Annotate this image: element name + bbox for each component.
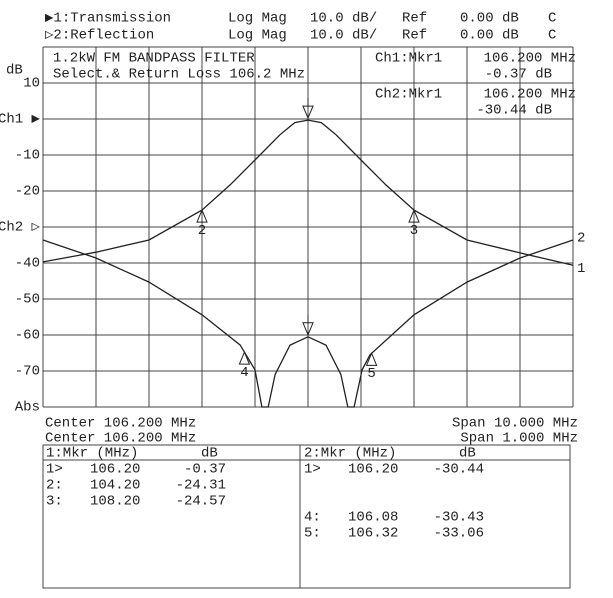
marker-freq: 106.20 xyxy=(90,462,140,478)
active-marker xyxy=(302,98,314,120)
y-tick-label: Ch1 ▶ xyxy=(0,112,41,128)
marker-label: 2 xyxy=(198,223,206,239)
table-header: dB xyxy=(459,446,476,462)
trace xyxy=(42,239,574,408)
channel-ref-value: 0.00 dB xyxy=(460,28,519,44)
marker-id: 3: xyxy=(46,494,63,510)
marker-freq: 106.20 xyxy=(348,462,398,478)
active-marker xyxy=(302,314,314,337)
marker-tables: 1:Mkr (MHz) dB 1> 106.20 -0.37 2: 104.20 -24.31… xyxy=(46,446,484,542)
marker-value: -33.06 xyxy=(434,526,484,542)
grid: 10 Ch1 ▶ -10 -20 Ch2 ▷ -40 -50 -60 -70 Abs xyxy=(0,46,574,416)
channel-format: Log Mag xyxy=(228,28,287,44)
channel-name: ▷2:Reflection xyxy=(45,28,154,44)
table-header: 2:Mkr (MHz) xyxy=(304,446,396,462)
marker-id: 2: xyxy=(46,478,63,494)
y-tick-label: -10 xyxy=(15,148,40,164)
marker-value: -24.57 xyxy=(176,494,226,510)
span: Span 10.000 MHz xyxy=(452,416,578,432)
trace-label: 2 xyxy=(577,231,585,247)
channel-ref: Ref xyxy=(402,11,427,27)
marker-id: 4: xyxy=(304,510,321,526)
channel-name: ▶1:Transmission xyxy=(45,11,171,27)
marker xyxy=(196,208,208,223)
table-header: dB xyxy=(201,446,218,462)
marker-id: 5: xyxy=(304,526,321,542)
center-freq: Center 106.200 MHz xyxy=(45,431,196,447)
marker-value: -30.43 xyxy=(434,510,484,526)
channel-ref-value: 0.00 dB xyxy=(460,11,519,27)
table-header: 1:Mkr (MHz) xyxy=(46,446,138,462)
chart-title: 1.2kW FM BANDPASS FILTER xyxy=(53,51,255,67)
y-tick-label: -60 xyxy=(15,328,40,344)
readout-value: -0.37 dB xyxy=(485,67,552,83)
readout-value: -30.44 dB xyxy=(476,103,552,119)
marker xyxy=(408,208,420,223)
marker-label: 3 xyxy=(410,223,418,239)
marker-value: -0.37 xyxy=(184,462,226,478)
marker xyxy=(365,352,378,366)
marker-freq: 106.32 xyxy=(348,526,398,542)
marker-table-box xyxy=(42,444,571,589)
table-frame xyxy=(42,444,571,589)
marker-label: 5 xyxy=(367,366,375,382)
marker-freq: 108.20 xyxy=(90,494,140,510)
plot: 1 2 2 3 4 5 xyxy=(42,98,585,408)
center-freq: Center 106.200 MHz xyxy=(45,416,196,432)
readout-label: Ch2:Mkr1 xyxy=(375,87,442,103)
marker-value: -30.44 xyxy=(434,462,484,478)
span: Span 1.000 MHz xyxy=(460,431,578,447)
trace xyxy=(42,119,574,266)
chart-subtitle: Select.& Return Loss 106.2 MHz xyxy=(53,67,305,83)
y-tick-label: -70 xyxy=(15,364,40,380)
y-tick-label: -20 xyxy=(15,184,40,200)
marker-value: -24.31 xyxy=(176,478,226,494)
marker-freq: 106.08 xyxy=(348,510,398,526)
y-tick-label: Abs xyxy=(15,400,40,416)
readout-freq: 106.200 MHz xyxy=(484,87,576,103)
y-tick-label: Ch2 ▷ xyxy=(0,220,41,236)
y-unit: dB xyxy=(6,63,23,79)
marker-label: 4 xyxy=(240,365,248,381)
header: ▶1:Transmission Log Mag 10.0 dB/ Ref 0.0… xyxy=(45,11,556,44)
channel-ref: Ref xyxy=(402,28,427,44)
marker-freq: 104.20 xyxy=(90,478,140,494)
channel-scale: 10.0 dB/ xyxy=(310,11,377,27)
y-tick-label: -50 xyxy=(15,292,40,308)
channel-format: Log Mag xyxy=(228,11,287,27)
readout-label: Ch1:Mkr1 xyxy=(375,51,442,67)
channel-scale: 10.0 dB/ xyxy=(310,28,377,44)
channel-cal: C xyxy=(548,11,556,27)
y-tick-label: -40 xyxy=(15,256,40,272)
marker-id: 1> xyxy=(304,462,321,478)
trace-label: 1 xyxy=(577,261,585,277)
readout-freq: 106.200 MHz xyxy=(484,51,576,67)
channel-cal: C xyxy=(548,28,556,44)
marker xyxy=(238,350,251,365)
marker-id: 1> xyxy=(46,462,63,478)
y-tick-label: 10 xyxy=(23,76,40,92)
